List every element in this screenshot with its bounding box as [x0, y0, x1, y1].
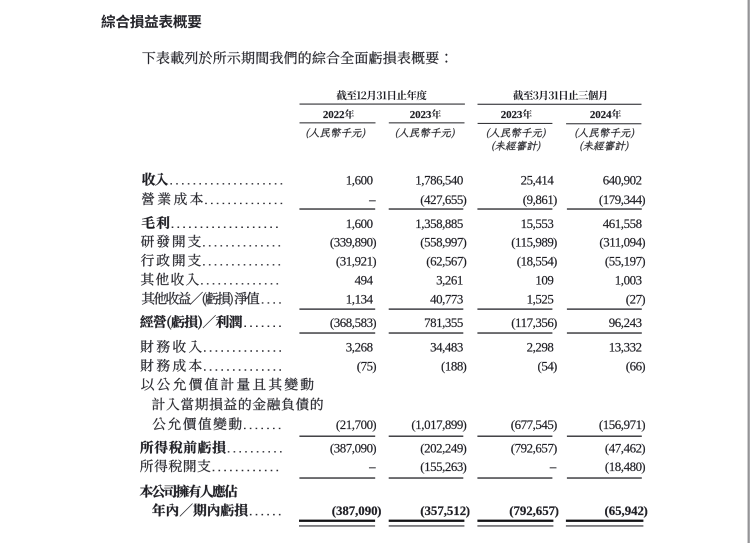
svg-text:): )	[463, 193, 467, 207]
svg-text:(155,263: (155,263	[420, 460, 463, 474]
svg-text:(18,480: (18,480	[605, 460, 642, 474]
svg-text:(202,249: (202,249	[420, 441, 463, 455]
svg-text:): )	[463, 360, 467, 374]
svg-text:–: –	[368, 193, 376, 207]
svg-text:(66: (66	[626, 360, 643, 374]
svg-text:): )	[463, 441, 467, 455]
svg-text:(75: (75	[357, 360, 373, 374]
svg-text:40,773: 40,773	[430, 293, 463, 307]
svg-text:(558,997: (558,997	[420, 235, 464, 249]
svg-text:34,483: 34,483	[430, 341, 463, 355]
svg-text:2022: 2022	[323, 109, 345, 121]
svg-text:): )	[553, 360, 557, 374]
svg-text:494: 494	[355, 273, 374, 287]
svg-text:(117,356: (117,356	[511, 316, 554, 330]
svg-text:(21,700: (21,700	[336, 418, 373, 432]
svg-text:1,003: 1,003	[615, 273, 642, 287]
svg-text:(357,512: (357,512	[420, 504, 466, 518]
svg-text:1,600: 1,600	[346, 217, 373, 231]
svg-text:(115,989: (115,989	[511, 235, 553, 249]
svg-text:13,332: 13,332	[609, 341, 642, 355]
svg-text:(27: (27	[626, 293, 643, 307]
svg-text:96,243: 96,243	[609, 316, 642, 330]
svg-text:2023: 2023	[501, 109, 523, 121]
svg-text:): )	[463, 460, 467, 474]
svg-text:3,261: 3,261	[436, 273, 463, 287]
svg-text:): )	[641, 460, 645, 474]
svg-text:): )	[372, 235, 376, 249]
svg-text:(387,090: (387,090	[332, 504, 378, 518]
svg-text:(179,344: (179,344	[599, 193, 643, 207]
svg-text:): )	[553, 441, 557, 455]
svg-text:): )	[372, 316, 376, 330]
svg-text:(18,554: (18,554	[517, 254, 555, 268]
svg-text:): )	[377, 504, 381, 518]
svg-text:(31,921: (31,921	[336, 254, 373, 268]
svg-text:1,134: 1,134	[346, 293, 374, 307]
svg-text:): )	[553, 418, 557, 432]
svg-text:): )	[641, 418, 645, 432]
svg-text:): )	[463, 418, 467, 432]
svg-text:): )	[641, 441, 645, 455]
svg-text:(339,890: (339,890	[330, 235, 373, 249]
svg-text:(1,017,899: (1,017,899	[411, 418, 462, 432]
svg-text:–: –	[368, 460, 376, 474]
svg-text:25,414: 25,414	[521, 173, 555, 187]
svg-text:): )	[555, 504, 559, 518]
svg-text:(427,655: (427,655	[420, 193, 463, 207]
svg-text:461,558: 461,558	[603, 217, 642, 231]
svg-text:): )	[372, 360, 376, 374]
svg-text:1,525: 1,525	[527, 293, 554, 307]
svg-text:): )	[641, 293, 645, 307]
svg-text:(792,657: (792,657	[511, 441, 555, 455]
svg-text:15,553: 15,553	[521, 217, 554, 231]
svg-text:(62,567: (62,567	[426, 254, 464, 268]
svg-text:): )	[372, 441, 376, 455]
svg-text:2,298: 2,298	[527, 341, 554, 355]
svg-text:(677,545: (677,545	[511, 418, 554, 432]
svg-text:2023: 2023	[410, 109, 432, 121]
svg-text:(9,861: (9,861	[523, 193, 554, 207]
svg-text:(55,197: (55,197	[605, 254, 643, 268]
svg-text:3,268: 3,268	[346, 341, 373, 355]
svg-text:109: 109	[535, 273, 553, 287]
svg-text:): )	[372, 254, 376, 268]
svg-text:1,358,885: 1,358,885	[415, 217, 463, 231]
svg-text:): )	[644, 504, 648, 518]
svg-text:(47,462: (47,462	[605, 441, 642, 455]
svg-text:(311,094: (311,094	[599, 235, 642, 249]
svg-text:640,902: 640,902	[603, 173, 642, 187]
svg-text:(368,583: (368,583	[330, 316, 373, 330]
svg-text:(65,942: (65,942	[604, 504, 643, 518]
svg-text:): )	[372, 418, 376, 432]
svg-text:–: –	[549, 460, 557, 474]
svg-text:): )	[641, 360, 645, 374]
svg-text:(387,090: (387,090	[330, 441, 373, 455]
svg-text:): )	[553, 254, 557, 268]
svg-text:): )	[553, 235, 557, 249]
svg-text:(54: (54	[538, 360, 555, 374]
svg-text:2024: 2024	[590, 109, 612, 121]
svg-text:): )	[463, 235, 467, 249]
svg-text:): )	[466, 504, 470, 518]
svg-text:(188: (188	[441, 360, 463, 374]
svg-text:(156,971: (156,971	[599, 418, 642, 432]
svg-text:): )	[553, 316, 557, 330]
svg-text:): )	[641, 254, 645, 268]
svg-text:1,600: 1,600	[346, 173, 373, 187]
svg-text:781,355: 781,355	[424, 316, 463, 330]
svg-text:1,786,540: 1,786,540	[415, 173, 463, 187]
svg-text:): )	[641, 193, 645, 207]
svg-text:): )	[641, 235, 645, 249]
svg-text:): )	[463, 254, 467, 268]
svg-text:(792,657: (792,657	[509, 504, 555, 518]
svg-text:): )	[553, 193, 557, 207]
